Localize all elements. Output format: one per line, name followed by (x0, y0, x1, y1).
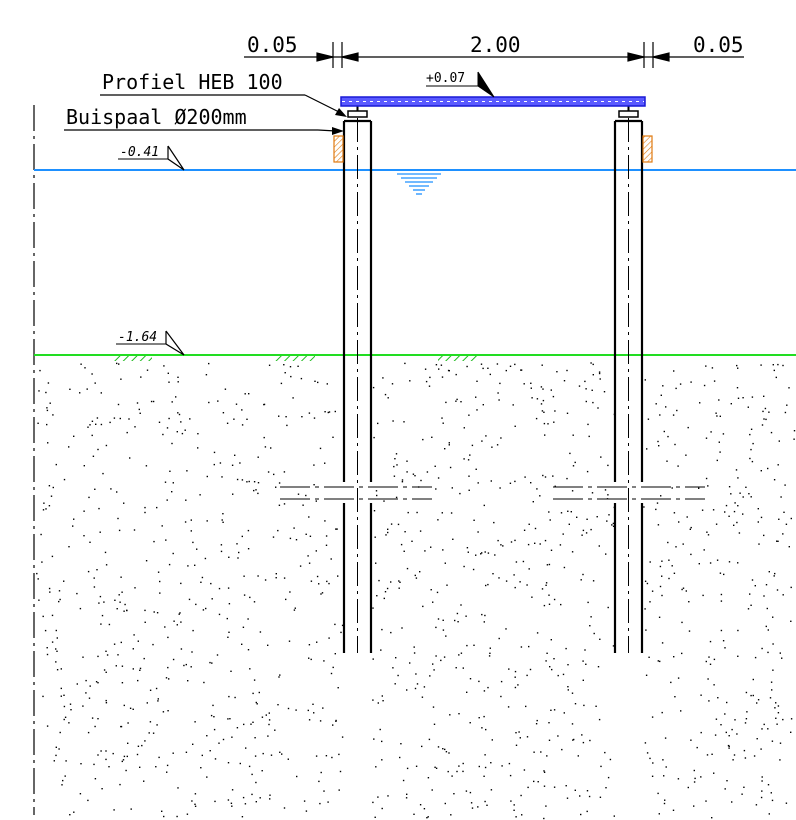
right-pile (613, 118, 644, 653)
beam-level-marker: +0.07 (426, 71, 495, 98)
ground-hatch-1 (112, 356, 152, 361)
water-level-marker: -0.41 (118, 145, 185, 171)
left-bracket (333, 135, 344, 163)
left-pile (342, 118, 373, 653)
soil-stipple (36, 362, 796, 820)
left-pile-break-symbol (280, 486, 432, 500)
pile-type-label: Buispaal Ø200mm (66, 105, 247, 129)
dimension-left-label: 0.05 (247, 33, 298, 57)
dimension-center-label: 2.00 (470, 33, 521, 57)
beam-leader (100, 94, 347, 117)
water-level-symbol (397, 173, 441, 195)
right-pile-cap (618, 106, 639, 118)
ground-level-label: -1.64 (118, 330, 157, 345)
right-pile-break-symbol (553, 486, 705, 500)
pile-leader (64, 127, 344, 135)
heb-beam (340, 96, 646, 107)
ground-hatch-3 (438, 356, 478, 361)
right-bracket (642, 135, 653, 163)
dimension-right-label: 0.05 (693, 33, 744, 57)
ground-hatch-2 (275, 356, 315, 361)
water-level-label: -0.41 (120, 145, 159, 160)
beam-profile-label: Profiel HEB 100 (102, 70, 283, 94)
dimension-line (244, 42, 744, 68)
left-pile-cap (347, 106, 368, 118)
beam-level-label: +0.07 (426, 71, 465, 86)
ground-level-marker: -1.64 (116, 330, 185, 356)
